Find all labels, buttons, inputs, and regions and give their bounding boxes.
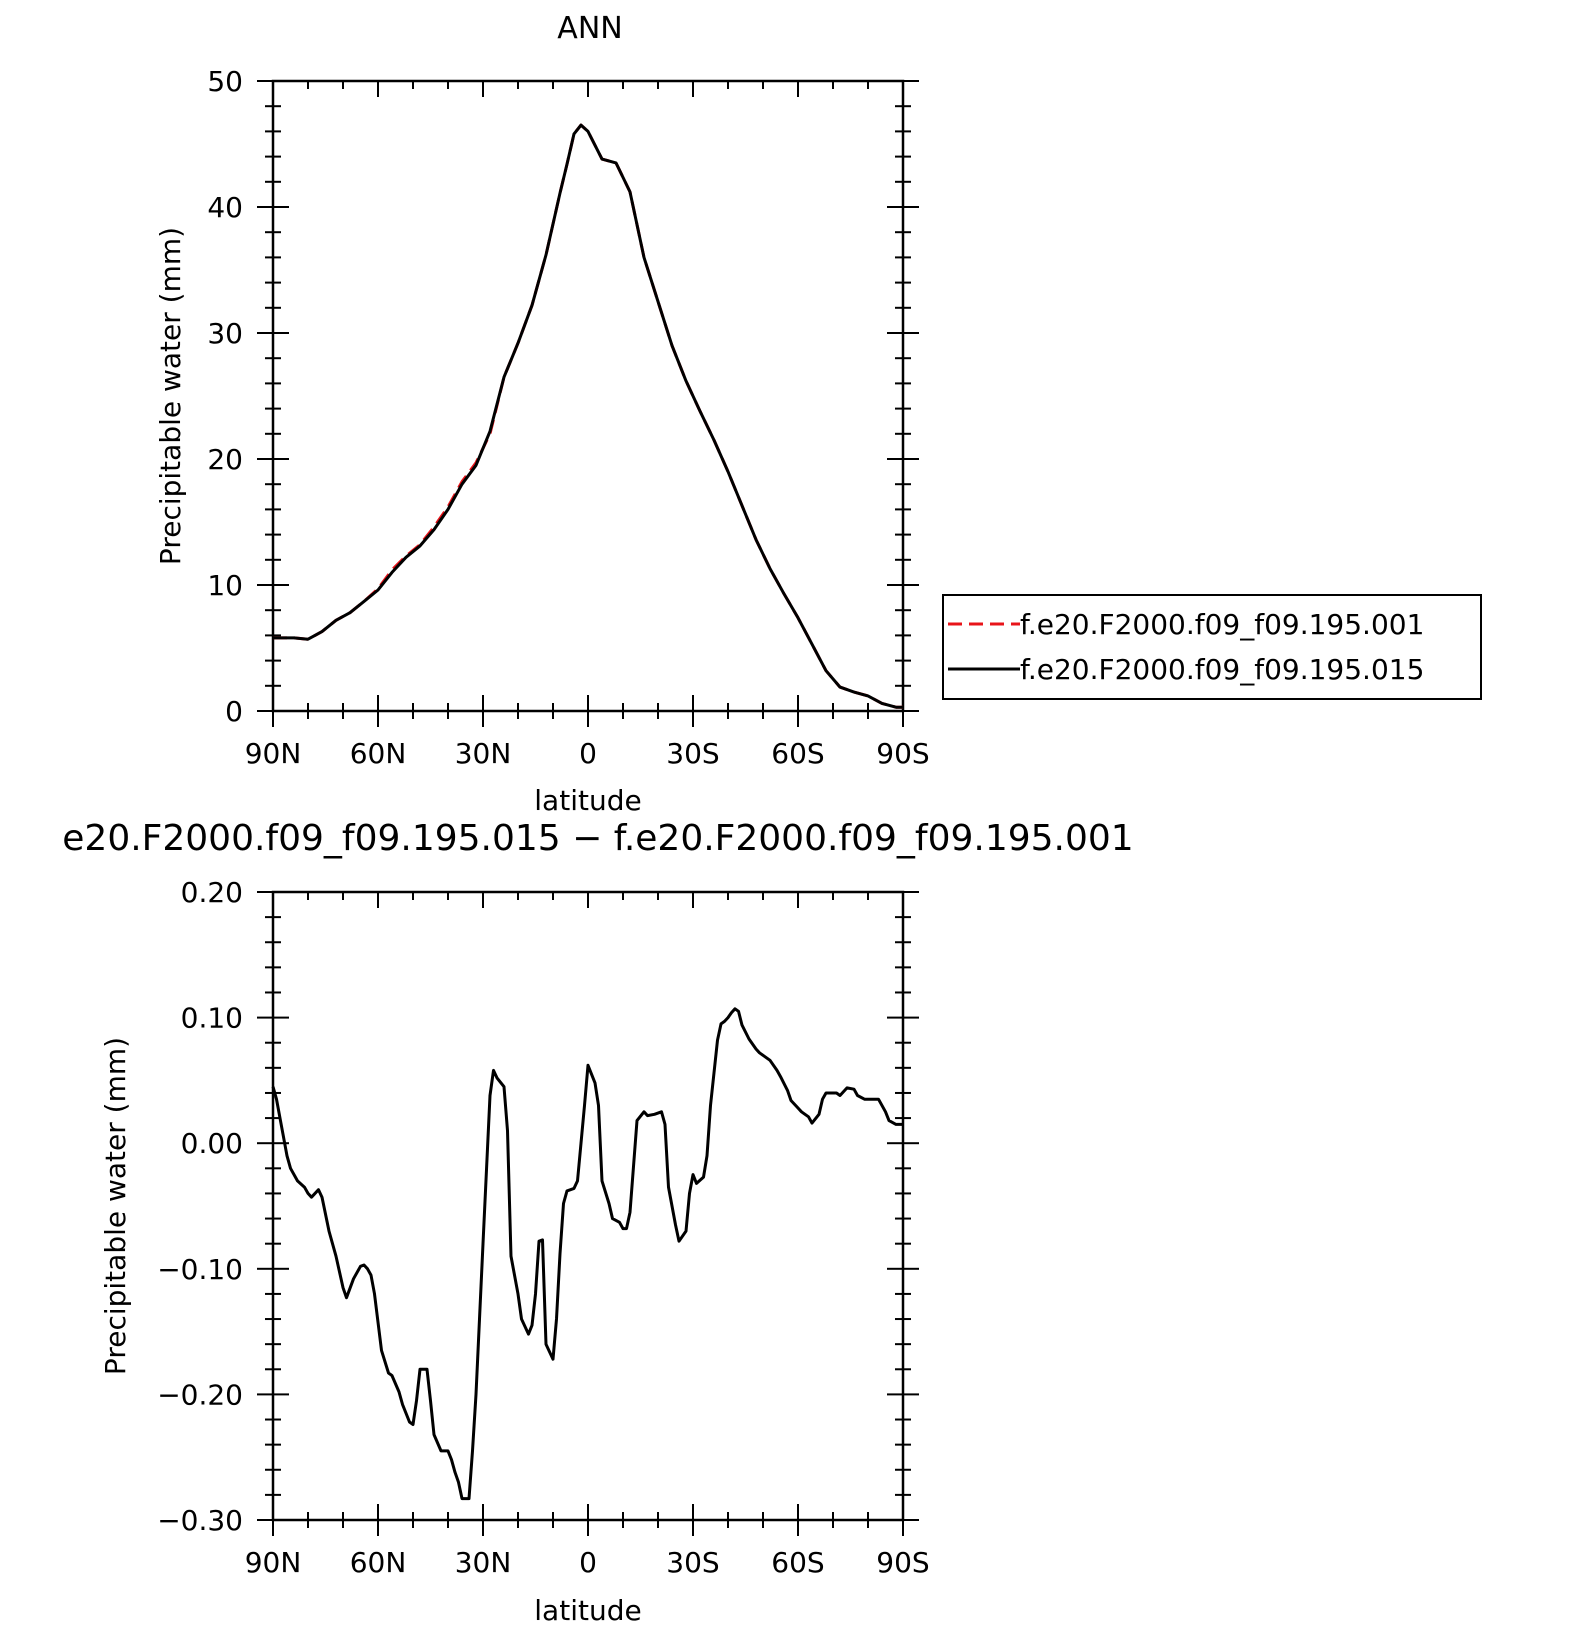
top-plot-y-tick-label: 40	[207, 191, 243, 224]
bottom-plot-x-tick-label: 30N	[455, 1546, 512, 1579]
bottom-plot-frame	[271, 890, 905, 1522]
top-plot-x-tick-labels: 90N 60N 30N 0 30S 60S 90S	[245, 737, 930, 770]
top-plot-x-axis-label: latitude	[534, 784, 641, 817]
top-plot-x-tick-label: 30N	[455, 737, 512, 770]
top-plot-y-tick-label: 10	[207, 569, 243, 602]
bottom-plot-y-tick-labels: −0.30 −0.20 −0.10 0.00 0.10 0.20	[157, 876, 243, 1537]
bottom-plot-x-tick-label: 0	[579, 1546, 597, 1579]
bottom-plot-y-tick-label: −0.20	[157, 1378, 243, 1411]
bottom-plot-panel: e20.F2000.f09_f09.195.015 − f.e20.F2000.…	[62, 818, 1133, 1627]
top-plot-y-tick-label: 30	[207, 317, 243, 350]
bottom-plot-series-line-0	[271, 1007, 903, 1501]
bottom-plot-x-tick-label: 60N	[350, 1546, 407, 1579]
bottom-plot-x-tick-label: 60S	[771, 1546, 824, 1579]
bottom-plot-ticks	[257, 891, 919, 1536]
legend-label-015: f.e20.F2000.f09_f09.195.015	[1020, 653, 1424, 686]
top-plot-series-line-1	[273, 123, 903, 709]
top-plot-y-tick-label: 20	[207, 443, 243, 476]
top-plot-y-tick-label: 0	[225, 695, 243, 728]
bottom-plot-y-tick-label: −0.30	[157, 1504, 243, 1537]
top-plot-title: ANN	[557, 11, 622, 46]
bottom-plot-x-axis-label: latitude	[534, 1594, 641, 1627]
bottom-plot-series	[271, 1007, 903, 1501]
top-plot-x-tick-label: 90N	[245, 737, 302, 770]
top-plot-frame	[271, 79, 905, 713]
bottom-plot-x-tick-label: 90N	[245, 1546, 302, 1579]
bottom-plot-y-tick-label: 0.20	[181, 876, 243, 909]
bottom-plot-y-tick-label: −0.10	[157, 1253, 243, 1286]
top-plot-x-tick-label: 60N	[350, 737, 407, 770]
top-plot-x-tick-label: 30S	[666, 737, 719, 770]
top-plot-series-line-0	[273, 123, 903, 709]
top-plot-panel: ANN 0 10 20 30 40 50 90N 60N 30N 0 30S 60S 90S Prec…	[154, 11, 930, 817]
bottom-plot-x-tick-label: 90S	[876, 1546, 929, 1579]
bottom-plot-title: e20.F2000.f09_f09.195.015 − f.e20.F2000.…	[62, 818, 1133, 859]
bottom-plot-x-tick-label: 30S	[666, 1546, 719, 1579]
bottom-plot-y-axis-label: Precipitable water (mm)	[99, 1037, 132, 1375]
legend-label-001: f.e20.F2000.f09_f09.195.001	[1020, 608, 1424, 641]
bottom-plot-y-tick-label: 0.00	[181, 1127, 243, 1160]
top-plot-x-tick-label: 60S	[771, 737, 824, 770]
top-plot-y-axis-label: Precipitable water (mm)	[154, 227, 187, 565]
top-plot-y-tick-label: 50	[207, 65, 243, 98]
top-plot-series	[273, 123, 903, 709]
bottom-plot-x-tick-labels: 90N 60N 30N 0 30S 60S 90S	[245, 1546, 930, 1579]
legend: f.e20.F2000.f09_f09.195.001 f.e20.F2000.…	[942, 594, 1482, 700]
top-plot-x-tick-label: 0	[579, 737, 597, 770]
legend-box	[942, 594, 1482, 700]
top-plot-y-tick-labels: 0 10 20 30 40 50	[207, 65, 243, 728]
bottom-plot-y-tick-label: 0.10	[181, 1002, 243, 1035]
top-plot-x-tick-label: 90S	[876, 737, 929, 770]
top-plot-ticks	[257, 80, 919, 727]
